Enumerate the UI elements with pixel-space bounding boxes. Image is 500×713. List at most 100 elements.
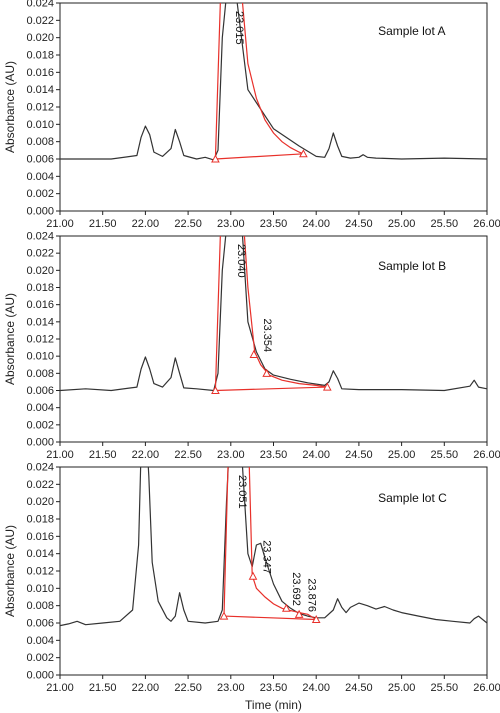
integration-marker [311, 614, 321, 624]
plot-content [60, 467, 487, 627]
y-tick-label: 0.008 [26, 368, 54, 380]
x-tick-label: 23.00 [217, 682, 245, 694]
chart-panel-3: 0.000 0.002 0.004 0.006 0.008 0.010 0.012 0.014… [3, 462, 500, 713]
x-tick-label: 25.00 [388, 682, 416, 694]
series-line [60, 3, 487, 161]
y-tick-label: 0.006 [26, 154, 54, 166]
x-tick-label: 24.00 [302, 682, 330, 694]
panel-label: Sample lot A [378, 24, 445, 38]
y-tick-label: 0.004 [26, 635, 54, 647]
integration-marker [262, 368, 272, 377]
integration-marker [211, 385, 220, 394]
integration-marker [248, 571, 258, 580]
integration-marker [211, 154, 220, 163]
x-axis-label: Time (min) [245, 698, 302, 712]
y-tick-label: 0.004 [26, 402, 54, 414]
y-tick-label: 0.018 [26, 50, 54, 62]
y-tick-label: 0.024 [26, 0, 54, 10]
x-tick-label: 22.50 [174, 218, 202, 230]
x-tick-label: 22.50 [174, 449, 202, 461]
x-tick-label: 21.00 [46, 682, 74, 694]
x-tick-label: 22.00 [132, 218, 160, 230]
integration-marker [322, 382, 332, 391]
y-tick-label: 0.020 [26, 265, 54, 277]
panel-label: Sample lot C [378, 491, 447, 505]
x-tick-label: 22.00 [132, 449, 160, 461]
integration-marker [299, 149, 308, 158]
peak-annotation: 23.876 [306, 578, 318, 612]
x-tick-label: 23.50 [260, 218, 288, 230]
series-line [60, 467, 487, 627]
x-tick-label: 24.50 [345, 449, 373, 461]
x-tick-label: 24.00 [302, 449, 330, 461]
chart-panel-1: 0.000 0.002 0.004 0.006 0.008 0.010 0.012 0.014… [3, 0, 500, 230]
y-tick-label: 0.004 [26, 171, 54, 183]
y-tick-label: 0.014 [26, 316, 54, 328]
y-tick-label: 0.022 [26, 15, 54, 27]
x-tick-label: 21.00 [46, 449, 74, 461]
y-tick-label: 0.010 [26, 351, 54, 363]
y-tick-label: 0.014 [26, 84, 54, 96]
y-tick-label: 0.016 [26, 299, 54, 311]
y-tick-label: 0.000 [26, 670, 54, 682]
y-tick-label: 0.016 [26, 531, 54, 543]
y-axis-label: Absorbance (AU) [3, 61, 17, 153]
y-tick-label: 0.012 [26, 102, 54, 114]
x-tick-label: 25.50 [431, 449, 459, 461]
x-tick-label: 21.00 [46, 218, 74, 230]
y-tick-label: 0.000 [26, 437, 54, 449]
peak-annotation: 23.354 [261, 318, 273, 352]
plot-content [60, 3, 487, 163]
integration-marker [294, 609, 304, 618]
x-tick-label: 24.50 [345, 218, 373, 230]
y-tick-label: 0.020 [26, 496, 54, 508]
y-tick-label: 0.022 [26, 479, 54, 491]
panel-label: Sample lot B [378, 259, 446, 273]
y-tick-label: 0.002 [26, 188, 54, 200]
x-tick-label: 26.00 [473, 449, 500, 461]
y-tick-label: 0.010 [26, 583, 54, 595]
peak-annotation: 23.015 [233, 11, 245, 45]
integration-peak-line [214, 3, 304, 160]
x-tick-label: 24.50 [345, 682, 373, 694]
series-line [60, 236, 487, 392]
y-tick-label: 0.024 [26, 231, 54, 243]
x-tick-label: 21.50 [89, 218, 117, 230]
integration-marker [249, 349, 259, 358]
peak-annotation: 23.040 [235, 244, 247, 278]
y-tick-label: 0.002 [26, 652, 54, 664]
chart-panel-2: 0.000 0.002 0.004 0.006 0.008 0.010 0.012 0.014… [3, 231, 500, 462]
y-axis-label: Absorbance (AU) [3, 525, 17, 617]
x-tick-label: 23.00 [217, 449, 245, 461]
integration-baseline [215, 386, 328, 392]
peak-annotation: 23.692 [290, 572, 302, 606]
y-tick-label: 0.014 [26, 548, 54, 560]
integration-peak-line [223, 467, 317, 621]
x-tick-label: 21.50 [89, 449, 117, 461]
y-tick-label: 0.024 [26, 462, 54, 474]
y-tick-label: 0.006 [26, 385, 54, 397]
y-tick-label: 0.002 [26, 419, 54, 431]
integration-marker [281, 603, 291, 612]
y-tick-label: 0.012 [26, 334, 54, 346]
y-tick-label: 0.018 [26, 282, 54, 294]
y-tick-label: 0.018 [26, 514, 54, 526]
integration-peak-line [214, 236, 328, 391]
y-tick-label: 0.012 [26, 566, 54, 578]
x-tick-label: 26.00 [473, 682, 500, 694]
x-tick-label: 25.00 [388, 218, 416, 230]
x-tick-label: 23.00 [217, 218, 245, 230]
x-tick-label: 22.50 [174, 682, 202, 694]
integration-marker [219, 611, 229, 620]
x-tick-label: 23.50 [260, 449, 288, 461]
x-tick-label: 26.00 [473, 218, 500, 230]
x-tick-label: 25.50 [431, 218, 459, 230]
x-tick-label: 25.00 [388, 449, 416, 461]
y-axis-label: Absorbance (AU) [3, 293, 17, 385]
x-tick-label: 24.00 [302, 218, 330, 230]
peak-annotation: 23.347 [260, 540, 272, 574]
x-tick-label: 22.00 [132, 682, 160, 694]
x-tick-label: 21.50 [89, 682, 117, 694]
y-tick-label: 0.022 [26, 248, 54, 260]
